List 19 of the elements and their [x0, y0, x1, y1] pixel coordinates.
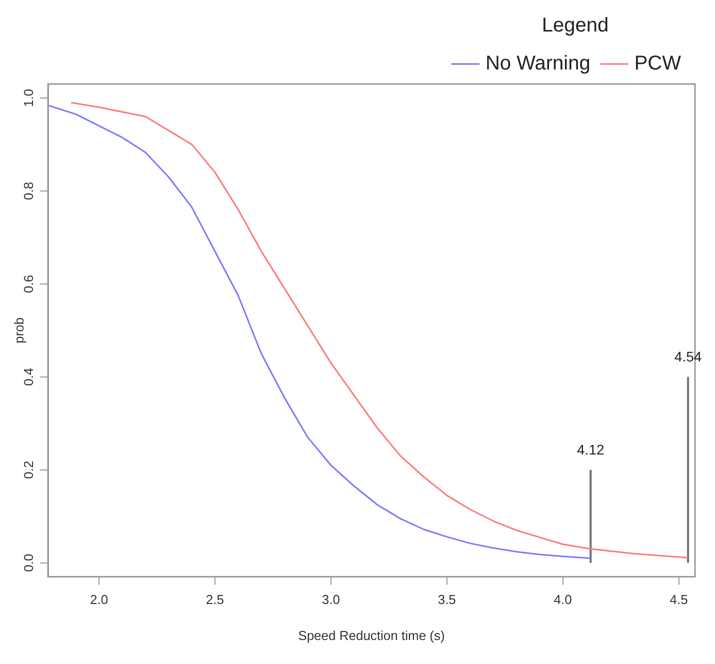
x-tick-label: 3.5 — [438, 592, 456, 608]
y-tick-label: 0.8 — [21, 182, 36, 200]
y-axis-title: prob — [11, 317, 26, 344]
x-tick-label: 2.5 — [206, 592, 224, 608]
y-tick-label: 0.4 — [21, 368, 36, 386]
x-tick-label: 3.0 — [322, 592, 340, 608]
legend-label: No Warning — [485, 52, 590, 75]
x-tick-label: 2.0 — [90, 592, 108, 608]
x-tick-label: 4.5 — [670, 592, 688, 608]
y-tick-label: 0.2 — [21, 460, 36, 479]
legend-label: PCW — [634, 52, 682, 75]
y-tick-label: 0.0 — [21, 554, 36, 572]
x-tick-label: 4.0 — [554, 592, 572, 608]
y-tick-label: 1.0 — [21, 88, 36, 107]
annotation: 4.12 — [577, 442, 604, 458]
y-tick-label: 0.6 — [21, 274, 36, 293]
legend-title: Legend — [542, 14, 609, 37]
x-axis-title: Speed Reduction time (s) — [298, 628, 445, 643]
annotation: 4.54 — [674, 348, 702, 365]
